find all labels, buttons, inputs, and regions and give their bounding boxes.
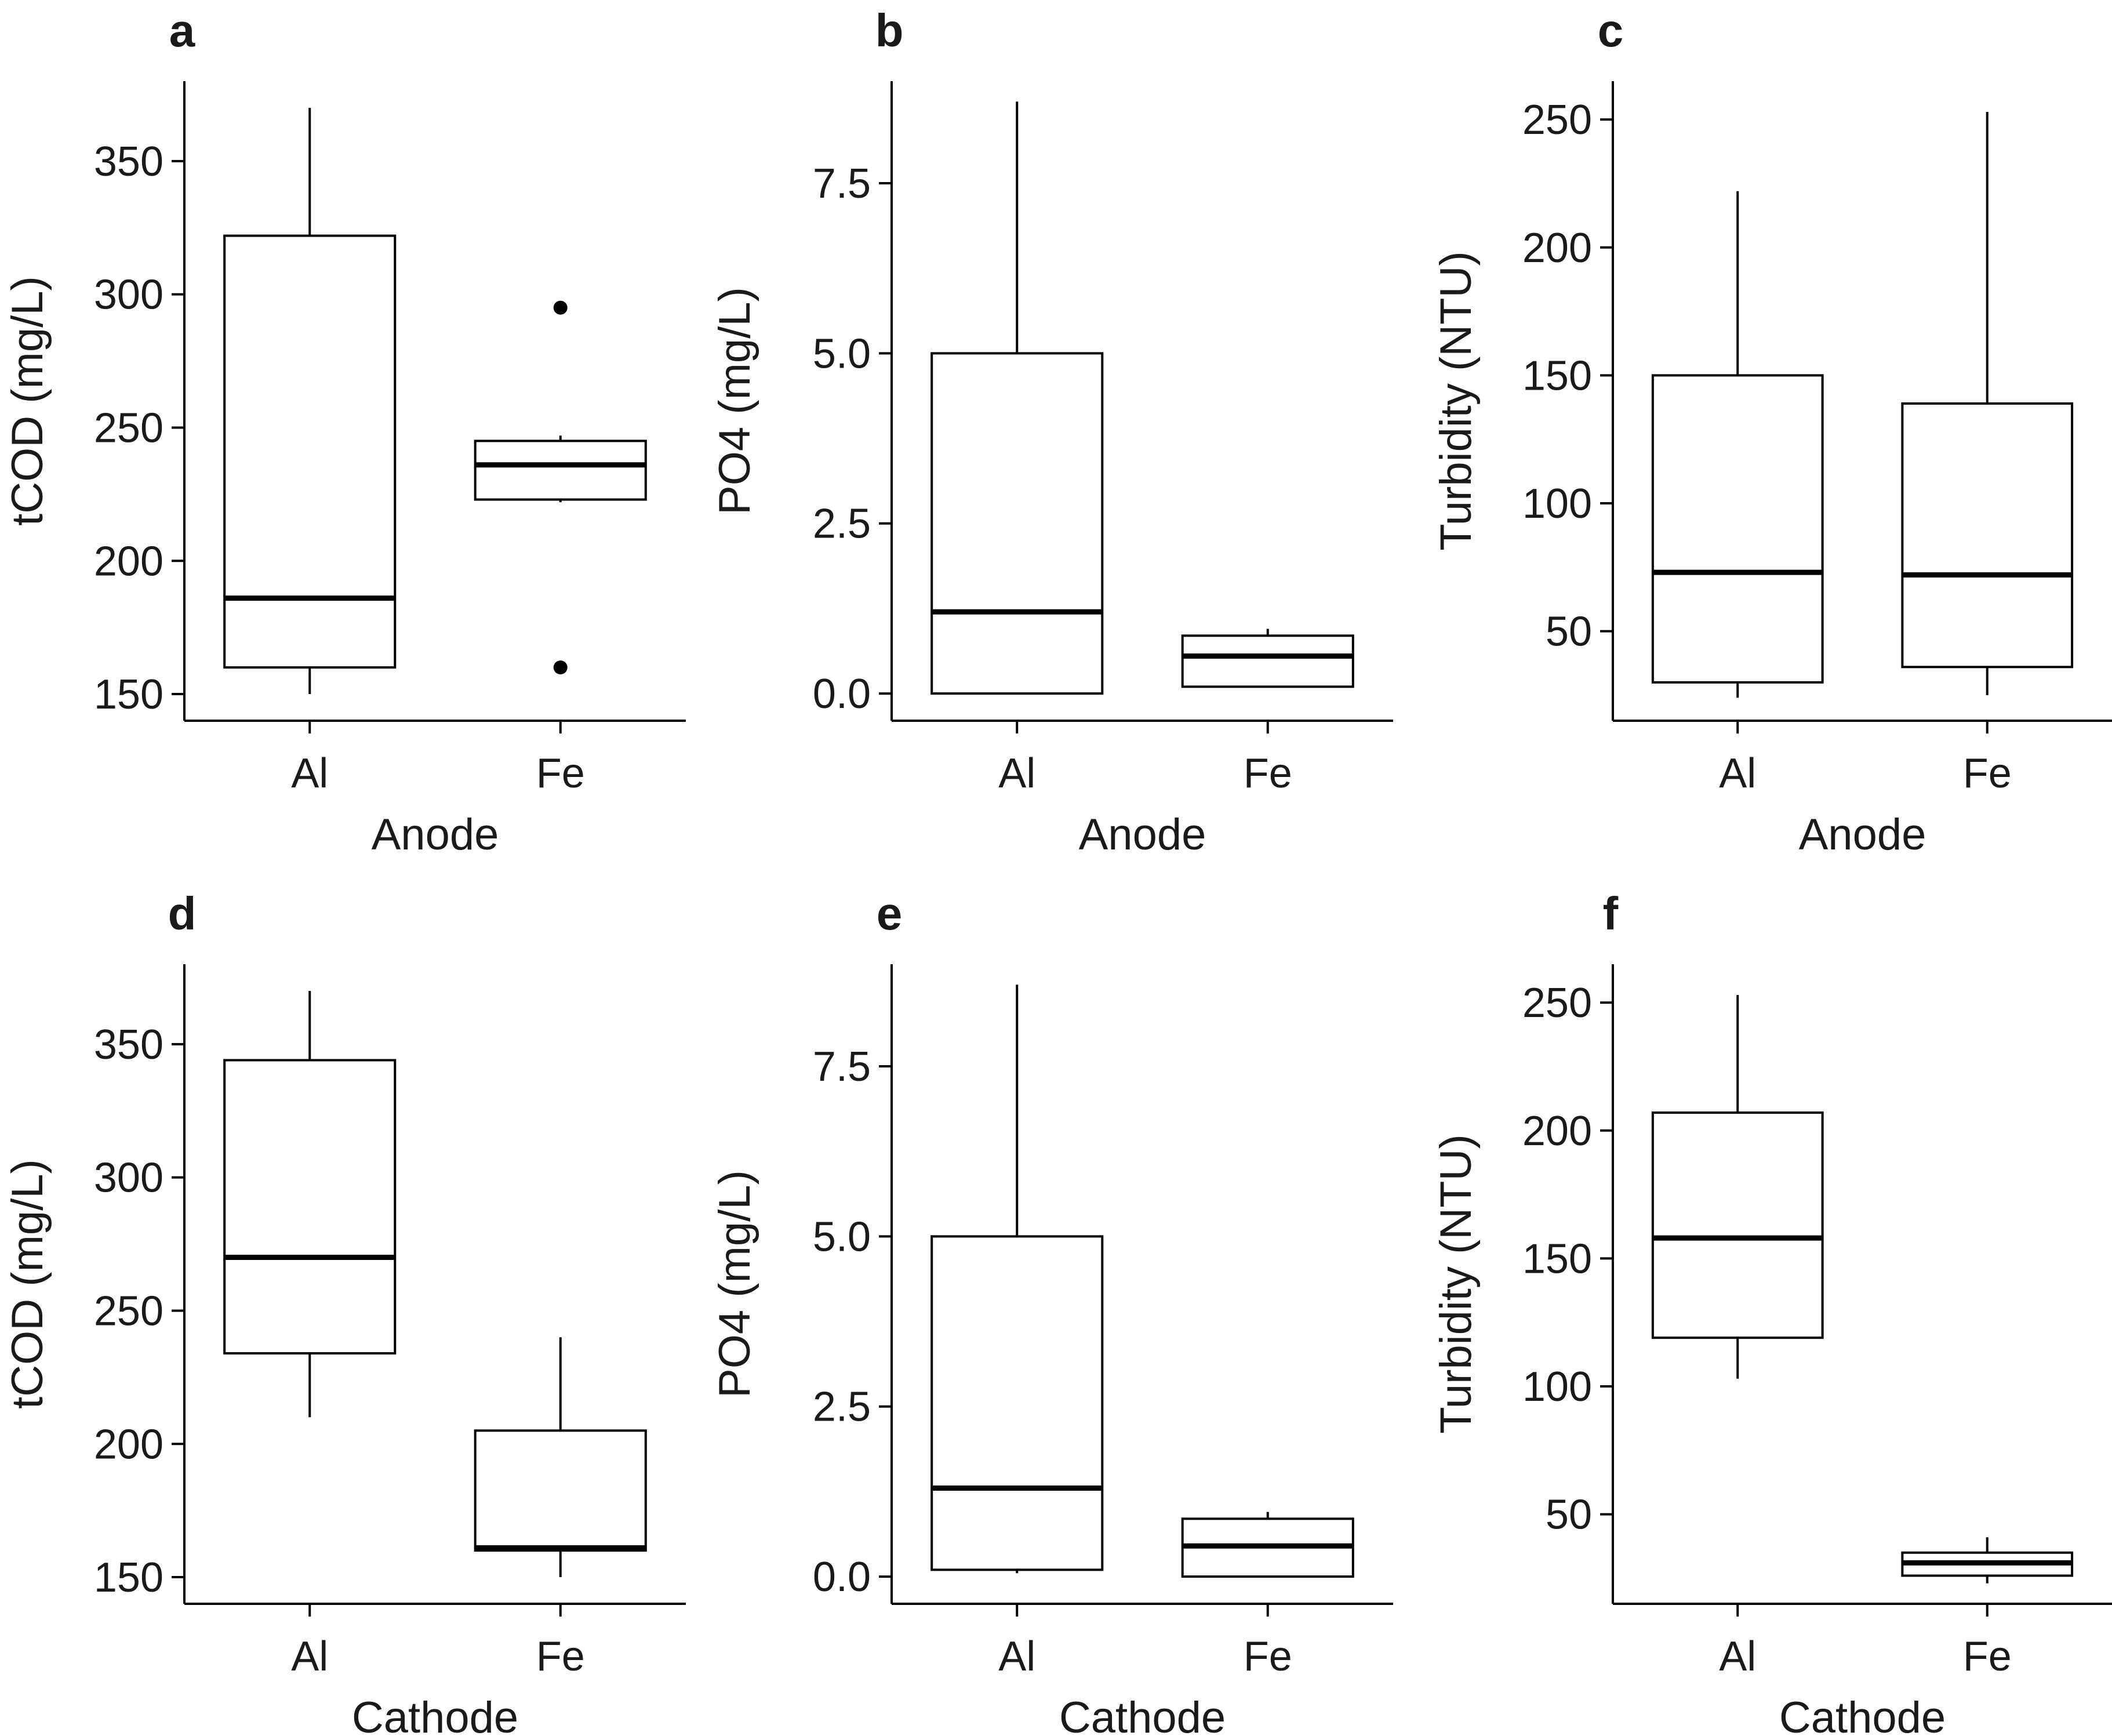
panel-letter: b <box>875 5 904 56</box>
y-tick-label: 300 <box>94 272 163 318</box>
panel-letter: e <box>877 888 903 939</box>
y-axis-title: PO4 (mg/L) <box>710 287 759 515</box>
x-tick-label: Al <box>291 750 328 797</box>
x-tick-label: Fe <box>1244 750 1292 797</box>
y-tick-label: 250 <box>1522 980 1592 1026</box>
x-axis-title: Cathode <box>1059 1693 1226 1736</box>
iqr-box <box>1901 402 2074 669</box>
x-tick-label: Fe <box>536 750 585 797</box>
panel-a: a 150 200 250 300 350 Al Fe Anode tCOD (mg/L) <box>3 5 686 859</box>
iqr-box <box>930 1235 1104 1571</box>
y-tick-label: 200 <box>1522 225 1592 271</box>
x-tick-label: Al <box>1719 750 1756 797</box>
y-tick-label: 7.5 <box>813 161 871 207</box>
box-fe <box>1901 1537 2074 1584</box>
y-axis-title: PO4 (mg/L) <box>710 1170 759 1398</box>
box-al <box>1651 191 1824 698</box>
y-tick-label: 100 <box>1522 1364 1592 1410</box>
iqr-box <box>1651 1111 1824 1339</box>
x-axis-title: Anode <box>372 810 499 859</box>
x-tick-label: Fe <box>1963 1633 2012 1680</box>
y-tick-label: 350 <box>94 1022 163 1068</box>
iqr-box <box>474 440 647 501</box>
box-al <box>223 990 397 1418</box>
y-tick-label: 250 <box>1522 97 1592 143</box>
y-tick-label: 100 <box>1522 481 1592 527</box>
y-tick-label: 350 <box>94 139 163 185</box>
y-tick-label: 0.0 <box>813 1554 871 1600</box>
outlier-point <box>553 300 568 315</box>
panel-b: b 0.0 2.5 5.0 7.5 Al Fe Anode PO4 (mg/L) <box>710 5 1393 859</box>
y-tick-label: 200 <box>1522 1108 1592 1154</box>
panel-letter: f <box>1603 888 1619 939</box>
iqr-box <box>474 1429 647 1552</box>
panel-letter: d <box>168 888 197 939</box>
panel-letter: a <box>169 5 195 56</box>
y-tick-label: 0.0 <box>813 671 871 717</box>
y-tick-label: 250 <box>94 405 163 451</box>
y-axis-title: Turbidity (NTU) <box>1431 251 1481 551</box>
box-fe <box>1181 1512 1354 1578</box>
y-tick-label: 300 <box>94 1155 163 1201</box>
y-tick-label: 50 <box>1546 609 1592 655</box>
y-tick-label: 150 <box>94 1555 163 1601</box>
x-axis-title: Anode <box>1799 810 1926 859</box>
panel-c: c 50 100 150 200 250 Al Fe Anode Turbidity (NTU) <box>1431 5 2112 859</box>
y-tick-label: 50 <box>1546 1492 1592 1538</box>
y-tick-label: 250 <box>94 1288 163 1334</box>
y-tick-label: 150 <box>94 671 163 718</box>
y-axis-title: tCOD (mg/L) <box>3 276 52 526</box>
box-fe <box>474 1337 647 1578</box>
x-axis-title: Cathode <box>1779 1693 1946 1736</box>
x-tick-label: Al <box>1719 1633 1756 1680</box>
x-tick-label: Al <box>291 1633 328 1680</box>
x-tick-label: Fe <box>536 1633 585 1680</box>
box-fe <box>1901 111 2074 695</box>
y-tick-label: 150 <box>1522 1236 1592 1282</box>
iqr-box <box>1651 374 1824 684</box>
x-tick-label: Fe <box>1244 1633 1292 1680</box>
y-tick-label: 5.0 <box>813 1214 871 1260</box>
panel-d: d 150 200 250 300 350 Al Fe Cathode tCOD (mg/L) <box>3 888 686 1736</box>
y-tick-label: 150 <box>1522 353 1592 399</box>
x-axis-title: Cathode <box>352 1693 518 1736</box>
y-tick-label: 2.5 <box>813 501 871 547</box>
box-fe <box>1181 629 1354 688</box>
box-al <box>1651 994 1824 1379</box>
iqr-box <box>223 234 397 669</box>
box-al <box>930 101 1104 695</box>
iqr-box <box>1181 634 1354 688</box>
panel-f: f 50 100 150 200 250 Al Fe Cathode Turbidity (NTU… <box>1431 888 2112 1736</box>
x-tick-label: Fe <box>1963 750 2012 797</box>
y-axis-title: tCOD (mg/L) <box>3 1159 52 1409</box>
y-tick-label: 7.5 <box>813 1044 871 1090</box>
x-tick-label: Al <box>998 750 1035 797</box>
y-tick-label: 200 <box>94 1421 163 1468</box>
outlier-point <box>553 660 568 675</box>
panel-letter: c <box>1598 5 1624 56</box>
x-tick-label: Al <box>998 1633 1035 1680</box>
y-tick-label: 5.0 <box>813 331 871 377</box>
y-axis-title: Turbidity (NTU) <box>1431 1134 1481 1434</box>
box-al <box>223 107 397 695</box>
y-tick-label: 2.5 <box>813 1384 871 1430</box>
x-axis-title: Anode <box>1079 810 1206 859</box>
iqr-box <box>930 352 1104 695</box>
panel-e: e 0.0 2.5 5.0 7.5 Al Fe Cathode PO4 (mg/L) <box>710 888 1393 1736</box>
y-tick-label: 200 <box>94 538 163 584</box>
iqr-box <box>223 1059 397 1354</box>
box-fe <box>474 300 647 675</box>
box-al <box>930 985 1104 1574</box>
